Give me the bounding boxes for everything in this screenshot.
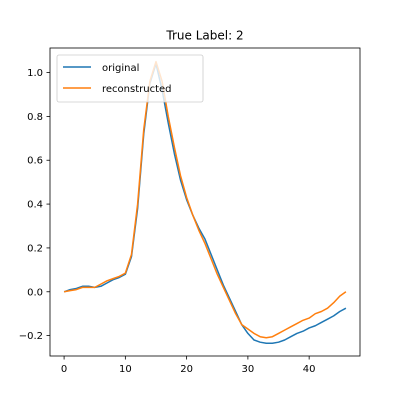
y-axis-ticks: −0.2 0.0 0.2 0.4 0.6 0.8 1.0 (19, 68, 50, 342)
y-tick-label: 0.8 (27, 112, 43, 123)
x-tick-label: 30 (242, 364, 255, 375)
y-tick-label: 0.4 (27, 200, 43, 211)
y-tick-label: 0.6 (27, 156, 43, 167)
series-line-reconstructed (63, 60, 347, 339)
x-tick-label: 10 (119, 364, 132, 375)
chart-title: True Label: 2 (165, 29, 243, 43)
x-tick-label: 20 (180, 364, 193, 375)
x-tick-label: 40 (303, 364, 316, 375)
legend-label-reconstructed: reconstructed (102, 84, 172, 95)
series-layer (63, 60, 347, 345)
axes-frame (49, 47, 361, 357)
x-axis-ticks: 0 10 20 30 40 (61, 356, 316, 375)
y-tick-label: −0.2 (19, 331, 43, 342)
legend: original reconstructed (56, 54, 204, 103)
legend-box (56, 54, 204, 103)
y-tick-label: 0.2 (27, 243, 43, 254)
series-line-original (63, 63, 347, 345)
y-tick-label: 1.0 (27, 68, 43, 79)
y-tick-label: 0.0 (27, 287, 43, 298)
legend-label-original: original (102, 63, 139, 74)
x-tick-label: 0 (61, 364, 67, 375)
